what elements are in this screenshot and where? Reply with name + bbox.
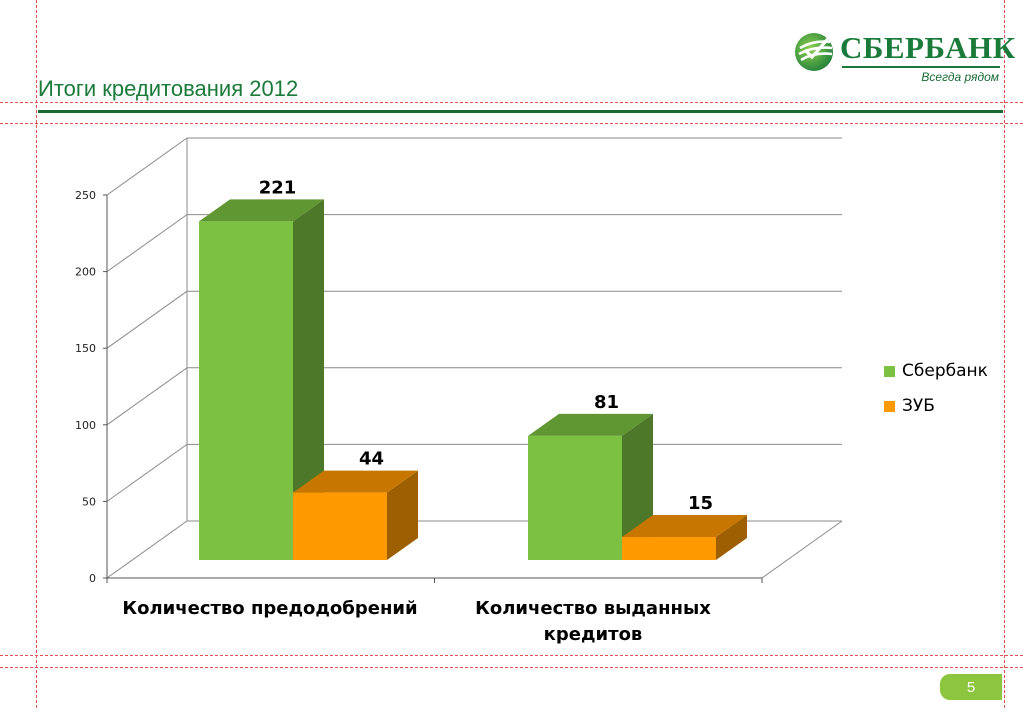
legend-item-sberbank: Сбербанк bbox=[884, 360, 988, 382]
legend-label: Сбербанк bbox=[902, 361, 988, 381]
bar-top bbox=[293, 470, 418, 493]
guide-line-left bbox=[36, 0, 37, 708]
legend-swatch-sberbank bbox=[884, 365, 895, 377]
category-label: Количество выданных кредитов bbox=[475, 598, 711, 645]
side-wall-line bbox=[106, 290, 188, 349]
logo: СБЕРБАНК Всегда рядом bbox=[790, 28, 1015, 88]
logo-divider bbox=[842, 66, 1000, 68]
bar-side bbox=[293, 199, 324, 561]
bar-side bbox=[716, 515, 747, 560]
page-number: 5 bbox=[940, 674, 1002, 700]
y-tick-label: 150 bbox=[75, 342, 96, 355]
floor-edge bbox=[761, 520, 843, 579]
legend-item-zub: ЗУБ bbox=[884, 395, 935, 417]
category-label: Количество предодобрений bbox=[122, 598, 418, 619]
bar-top bbox=[199, 199, 324, 222]
bar bbox=[199, 221, 293, 561]
page-title: Итоги кредитования 2012 bbox=[38, 76, 299, 101]
guide-line-top-2 bbox=[0, 123, 1023, 124]
guide-line-bottom-1 bbox=[0, 655, 1023, 656]
side-wall-line bbox=[106, 137, 188, 196]
legend-swatch-zub bbox=[884, 400, 895, 412]
side-wall-line bbox=[106, 443, 188, 502]
guide-line-bottom-2 bbox=[0, 667, 1023, 668]
guide-line-right bbox=[1004, 0, 1005, 708]
guide-line-top-1 bbox=[0, 102, 1023, 103]
bar-top bbox=[622, 515, 747, 538]
legend-label: ЗУБ bbox=[902, 396, 935, 416]
side-wall-line bbox=[106, 520, 188, 579]
y-tick-label: 0 bbox=[89, 572, 96, 585]
bar bbox=[293, 492, 387, 560]
data-label: 44 bbox=[359, 449, 384, 470]
data-label: 81 bbox=[594, 392, 619, 413]
bar bbox=[528, 435, 622, 560]
bar-top bbox=[528, 413, 653, 436]
y-tick-label: 250 bbox=[75, 189, 96, 202]
y-tick-label: 200 bbox=[75, 266, 96, 279]
y-tick-label: 50 bbox=[82, 495, 96, 508]
logo-tagline: Всегда рядом bbox=[921, 70, 999, 84]
y-tick-label: 100 bbox=[75, 419, 96, 432]
logo-wordmark: СБЕРБАНК bbox=[840, 30, 1016, 65]
bar-side bbox=[387, 470, 418, 560]
bar bbox=[622, 537, 716, 560]
data-label: 15 bbox=[688, 493, 713, 514]
side-wall-line bbox=[106, 367, 188, 426]
title-underline bbox=[38, 110, 1003, 113]
sberbank-logo-icon bbox=[795, 32, 834, 71]
data-label: 221 bbox=[259, 177, 297, 198]
side-wall-line bbox=[106, 214, 188, 273]
